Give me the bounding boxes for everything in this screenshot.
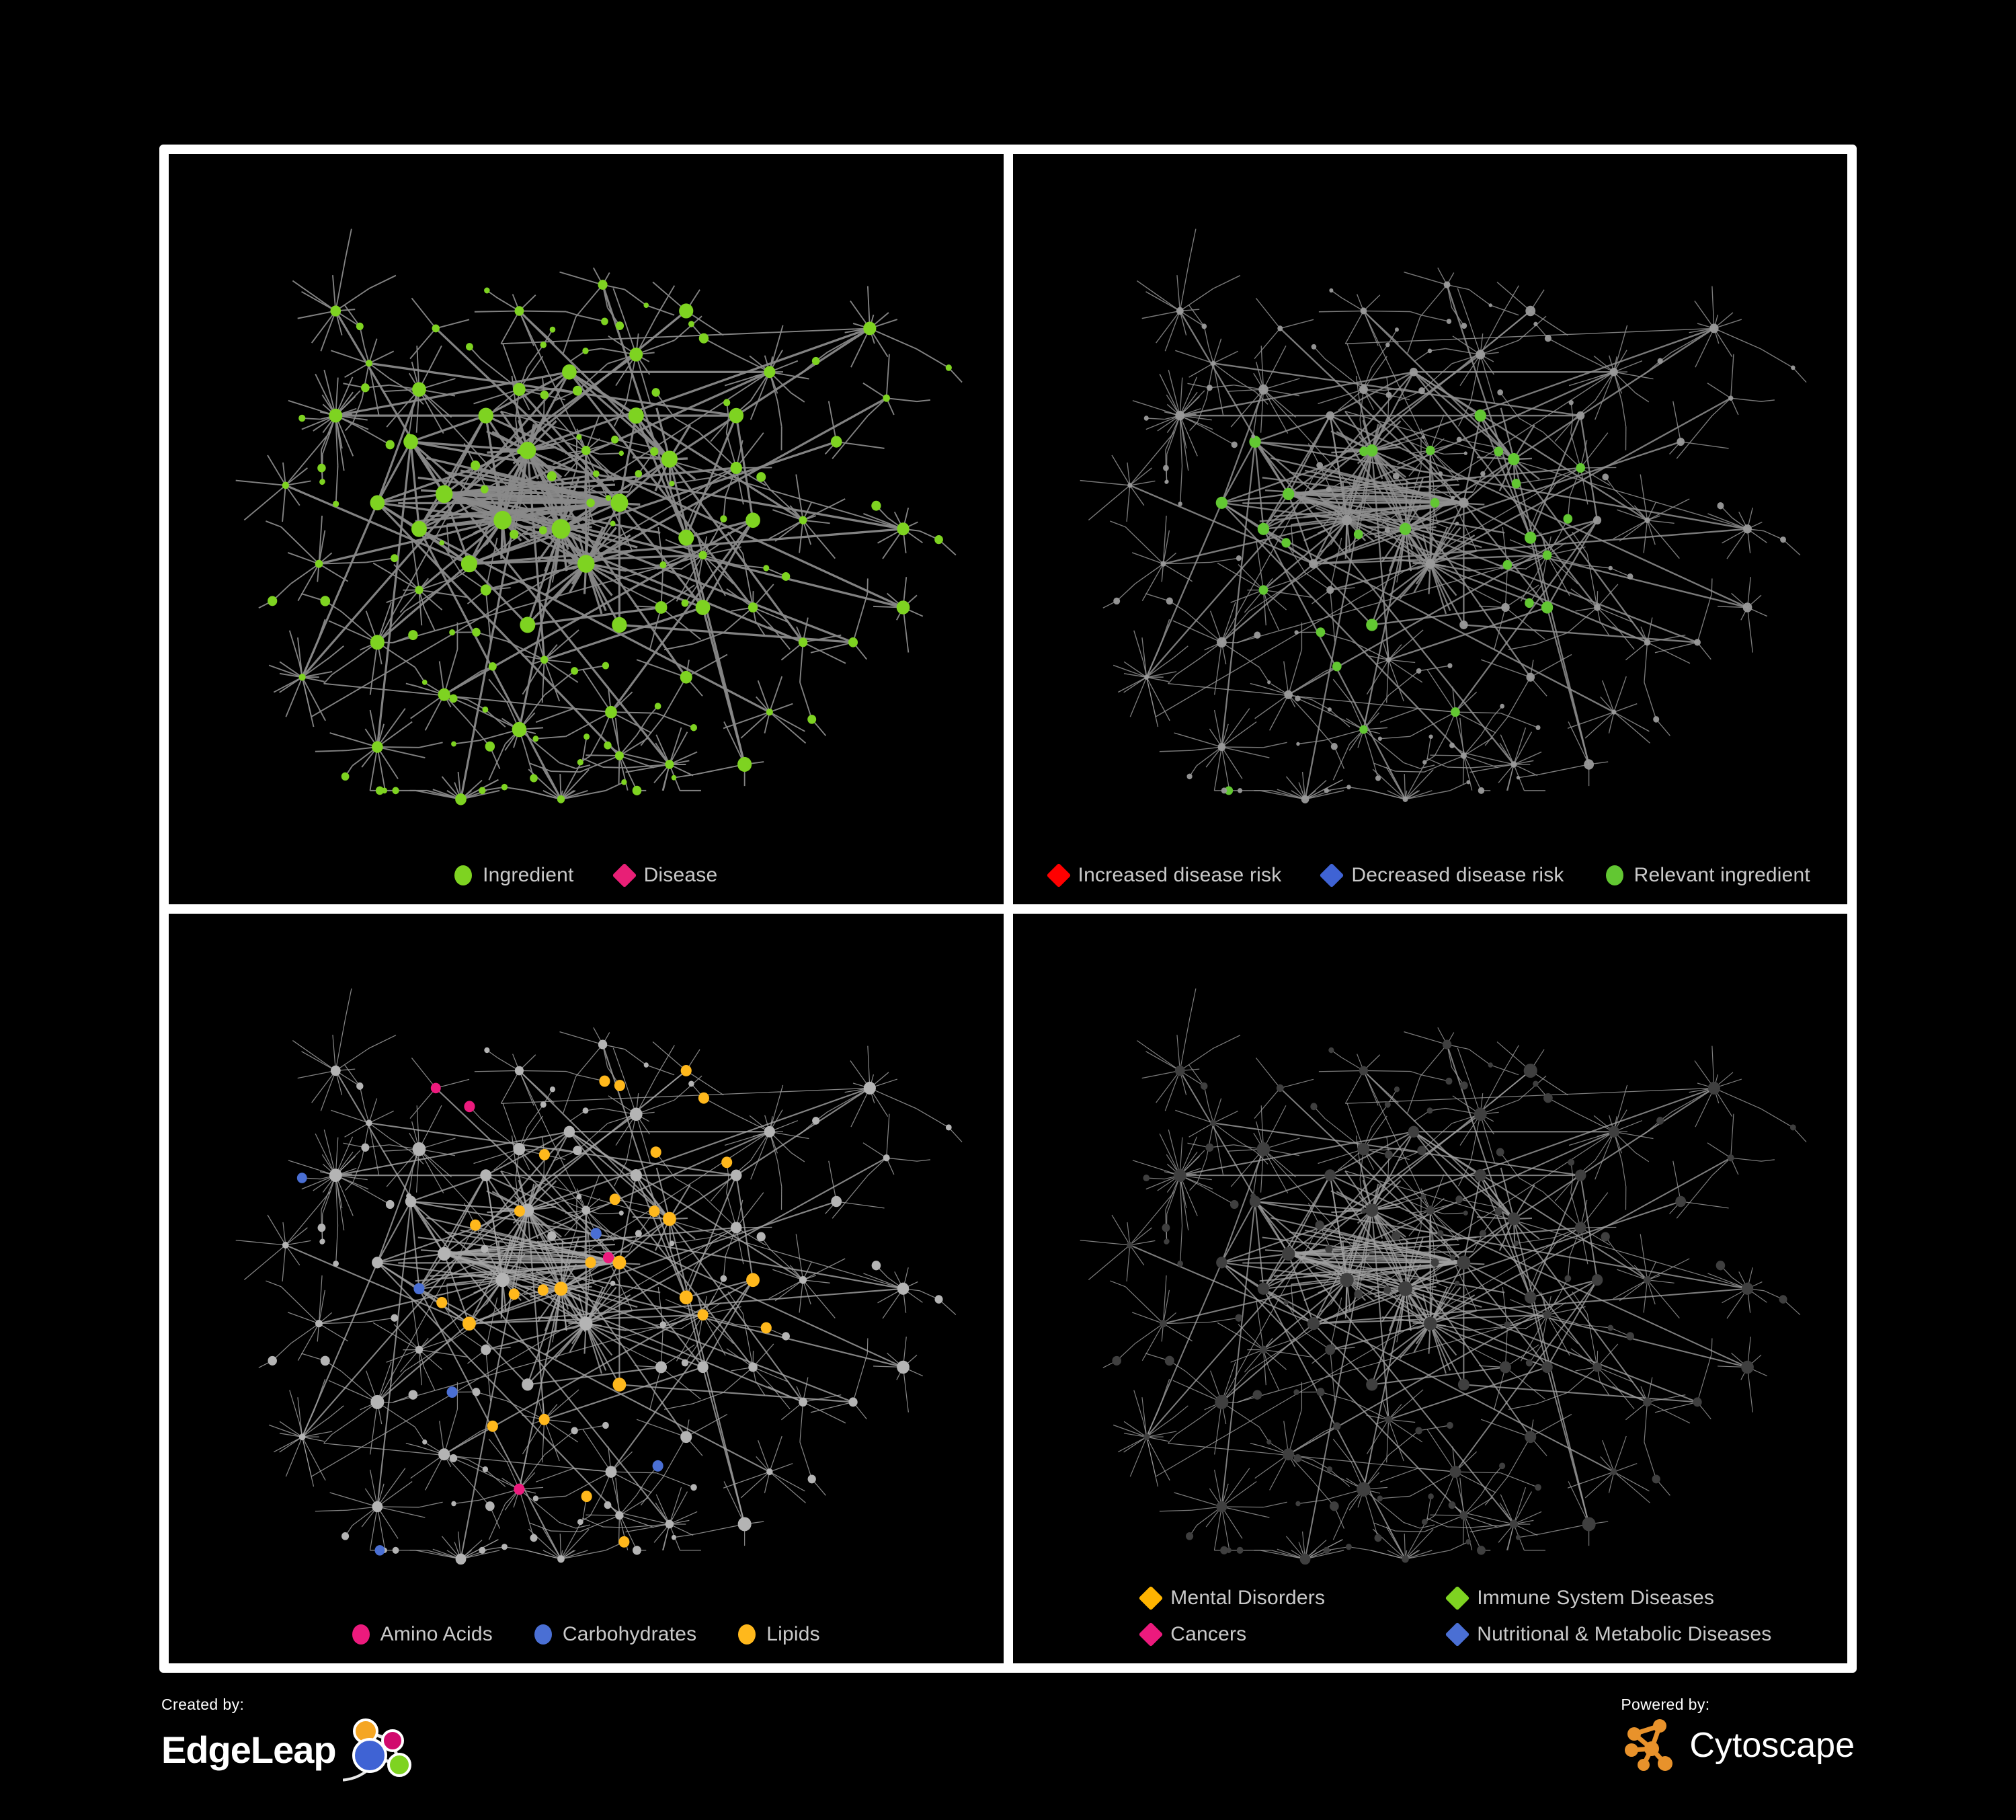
cytoscape-wordmark: Cytoscape — [1689, 1726, 1855, 1765]
panel-disease-class: Mental Disorders Immune System Diseases … — [1012, 913, 1848, 1664]
panel-nutrient-class: Amino Acids Carbohydrates Lipids — [169, 913, 1004, 1664]
cytoscape-node-logo-icon — [1625, 1719, 1673, 1771]
network-canvas-1 — [169, 154, 1004, 904]
powered-by-kicker: Powered by: — [1621, 1696, 1710, 1713]
panel-disease-risk: Increased disease risk Decreased disease… — [1012, 154, 1848, 904]
edgeleap-node-logo-icon — [342, 1718, 411, 1782]
edgeleap-logo-row: EdgeLeap — [161, 1716, 418, 1784]
figure-frame: Ingredient Disease Increased disease ris… — [159, 145, 1857, 1673]
figure-footer: Created by: EdgeLeap Powered by: — [0, 1681, 2016, 1815]
panel-ingredient-disease: Ingredient Disease — [169, 154, 1004, 904]
cytoscape-logo-row: Cytoscape — [1621, 1716, 1855, 1774]
network-canvas-3 — [169, 913, 1004, 1664]
network-canvas-2 — [1013, 154, 1848, 904]
network-canvas-4 — [1013, 913, 1848, 1664]
created-by-kicker: Created by: — [161, 1696, 245, 1713]
created-by-branding: Created by: EdgeLeap — [161, 1696, 418, 1784]
edgeleap-wordmark: EdgeLeap — [161, 1729, 337, 1771]
powered-by-branding: Powered by: Cytoscape — [1621, 1696, 1855, 1774]
